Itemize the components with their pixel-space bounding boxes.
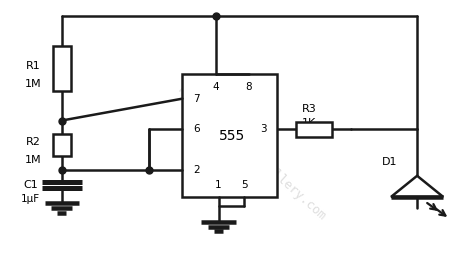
Text: 1M: 1M <box>25 79 42 89</box>
Text: 555: 555 <box>219 129 245 143</box>
Text: http://circuitsgallery.com: http://circuitsgallery.com <box>174 83 328 224</box>
Bar <box>296 122 332 137</box>
Text: 8: 8 <box>246 82 252 92</box>
Bar <box>182 74 277 197</box>
Text: 1K: 1K <box>302 118 317 128</box>
Text: 2: 2 <box>193 165 200 175</box>
Text: R1: R1 <box>26 61 41 71</box>
Text: 6: 6 <box>193 124 200 135</box>
Text: 4: 4 <box>212 82 219 92</box>
Text: D1: D1 <box>382 157 397 167</box>
Text: 3: 3 <box>260 124 267 135</box>
Text: C1: C1 <box>23 180 38 190</box>
Text: 5: 5 <box>241 180 247 190</box>
Text: 1: 1 <box>215 180 222 190</box>
Bar <box>53 45 71 92</box>
Text: 1M: 1M <box>25 155 42 165</box>
Polygon shape <box>391 176 443 197</box>
Text: 1µF: 1µF <box>21 194 40 204</box>
Text: 7: 7 <box>193 94 200 104</box>
Text: R2: R2 <box>26 138 41 147</box>
Bar <box>53 134 71 156</box>
Text: R3: R3 <box>302 104 317 114</box>
